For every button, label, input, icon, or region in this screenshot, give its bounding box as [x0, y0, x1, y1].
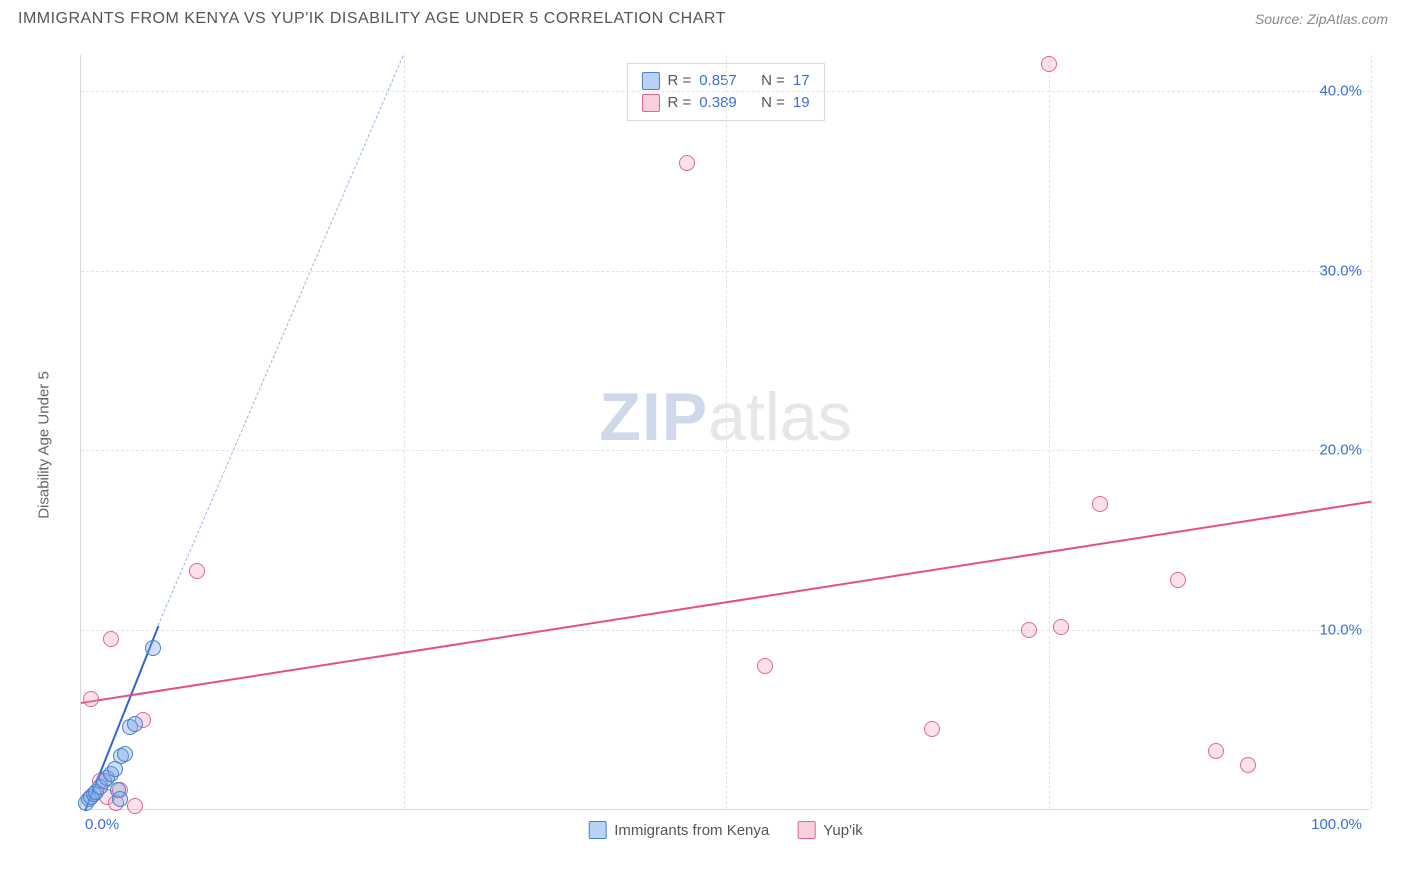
scatter-plot: ZIPatlas R = 0.857 N = 17 R = 0.389 N = … [80, 55, 1370, 810]
data-point-yupik [1208, 743, 1224, 759]
y-axis-label: Disability Age Under 5 [36, 371, 53, 519]
chart-area: Disability Age Under 5 ZIPatlas R = 0.85… [50, 45, 1386, 845]
series-legend: Immigrants from Kenya Yup'ik [588, 821, 863, 839]
legend-label-yupik: Yup'ik [823, 822, 863, 839]
data-point-yupik [1092, 496, 1108, 512]
data-point-yupik [679, 155, 695, 171]
y-tick-label: 10.0% [1319, 622, 1362, 639]
x-tick-start: 0.0% [85, 816, 119, 833]
swatch-kenya-icon [588, 821, 606, 839]
r-value-yupik: 0.389 [699, 92, 737, 114]
chart-title: IMMIGRANTS FROM KENYA VS YUP'IK DISABILI… [18, 10, 726, 28]
data-point-kenya [127, 716, 143, 732]
y-tick-label: 20.0% [1319, 442, 1362, 459]
r-value-kenya: 0.857 [699, 70, 737, 92]
gridline-vertical [1049, 55, 1050, 809]
swatch-kenya-icon [641, 72, 659, 90]
swatch-yupik-icon [797, 821, 815, 839]
watermark-atlas: atlas [708, 379, 852, 455]
data-point-yupik [1053, 619, 1069, 635]
data-point-yupik [127, 798, 143, 814]
chart-source: Source: ZipAtlas.com [1255, 11, 1388, 27]
y-tick-label: 40.0% [1319, 82, 1362, 99]
swatch-yupik-icon [641, 94, 659, 112]
trendline-kenya-extension [158, 55, 404, 625]
r-label: R = [667, 92, 691, 114]
n-label: N = [761, 70, 785, 92]
data-point-yupik [1240, 757, 1256, 773]
data-point-kenya [117, 746, 133, 762]
data-point-kenya [145, 640, 161, 656]
r-label: R = [667, 70, 691, 92]
data-point-yupik [189, 563, 205, 579]
n-value-kenya: 17 [793, 70, 810, 92]
data-point-yupik [924, 721, 940, 737]
gridline-vertical [404, 55, 405, 809]
x-tick-end: 100.0% [1311, 816, 1362, 833]
n-value-yupik: 19 [793, 92, 810, 114]
legend-item-yupik: Yup'ik [797, 821, 863, 839]
data-point-kenya [112, 791, 128, 807]
data-point-yupik [1021, 622, 1037, 638]
data-point-yupik [1041, 56, 1057, 72]
legend-label-kenya: Immigrants from Kenya [614, 822, 769, 839]
chart-header: IMMIGRANTS FROM KENYA VS YUP'IK DISABILI… [0, 0, 1406, 36]
watermark-zip: ZIP [599, 379, 708, 455]
y-tick-label: 30.0% [1319, 262, 1362, 279]
data-point-yupik [1170, 572, 1186, 588]
data-point-yupik [103, 631, 119, 647]
data-point-yupik [757, 658, 773, 674]
data-point-yupik [83, 691, 99, 707]
gridline-vertical [1371, 55, 1372, 809]
legend-item-kenya: Immigrants from Kenya [588, 821, 769, 839]
gridline-vertical [726, 55, 727, 809]
n-label: N = [761, 92, 785, 114]
